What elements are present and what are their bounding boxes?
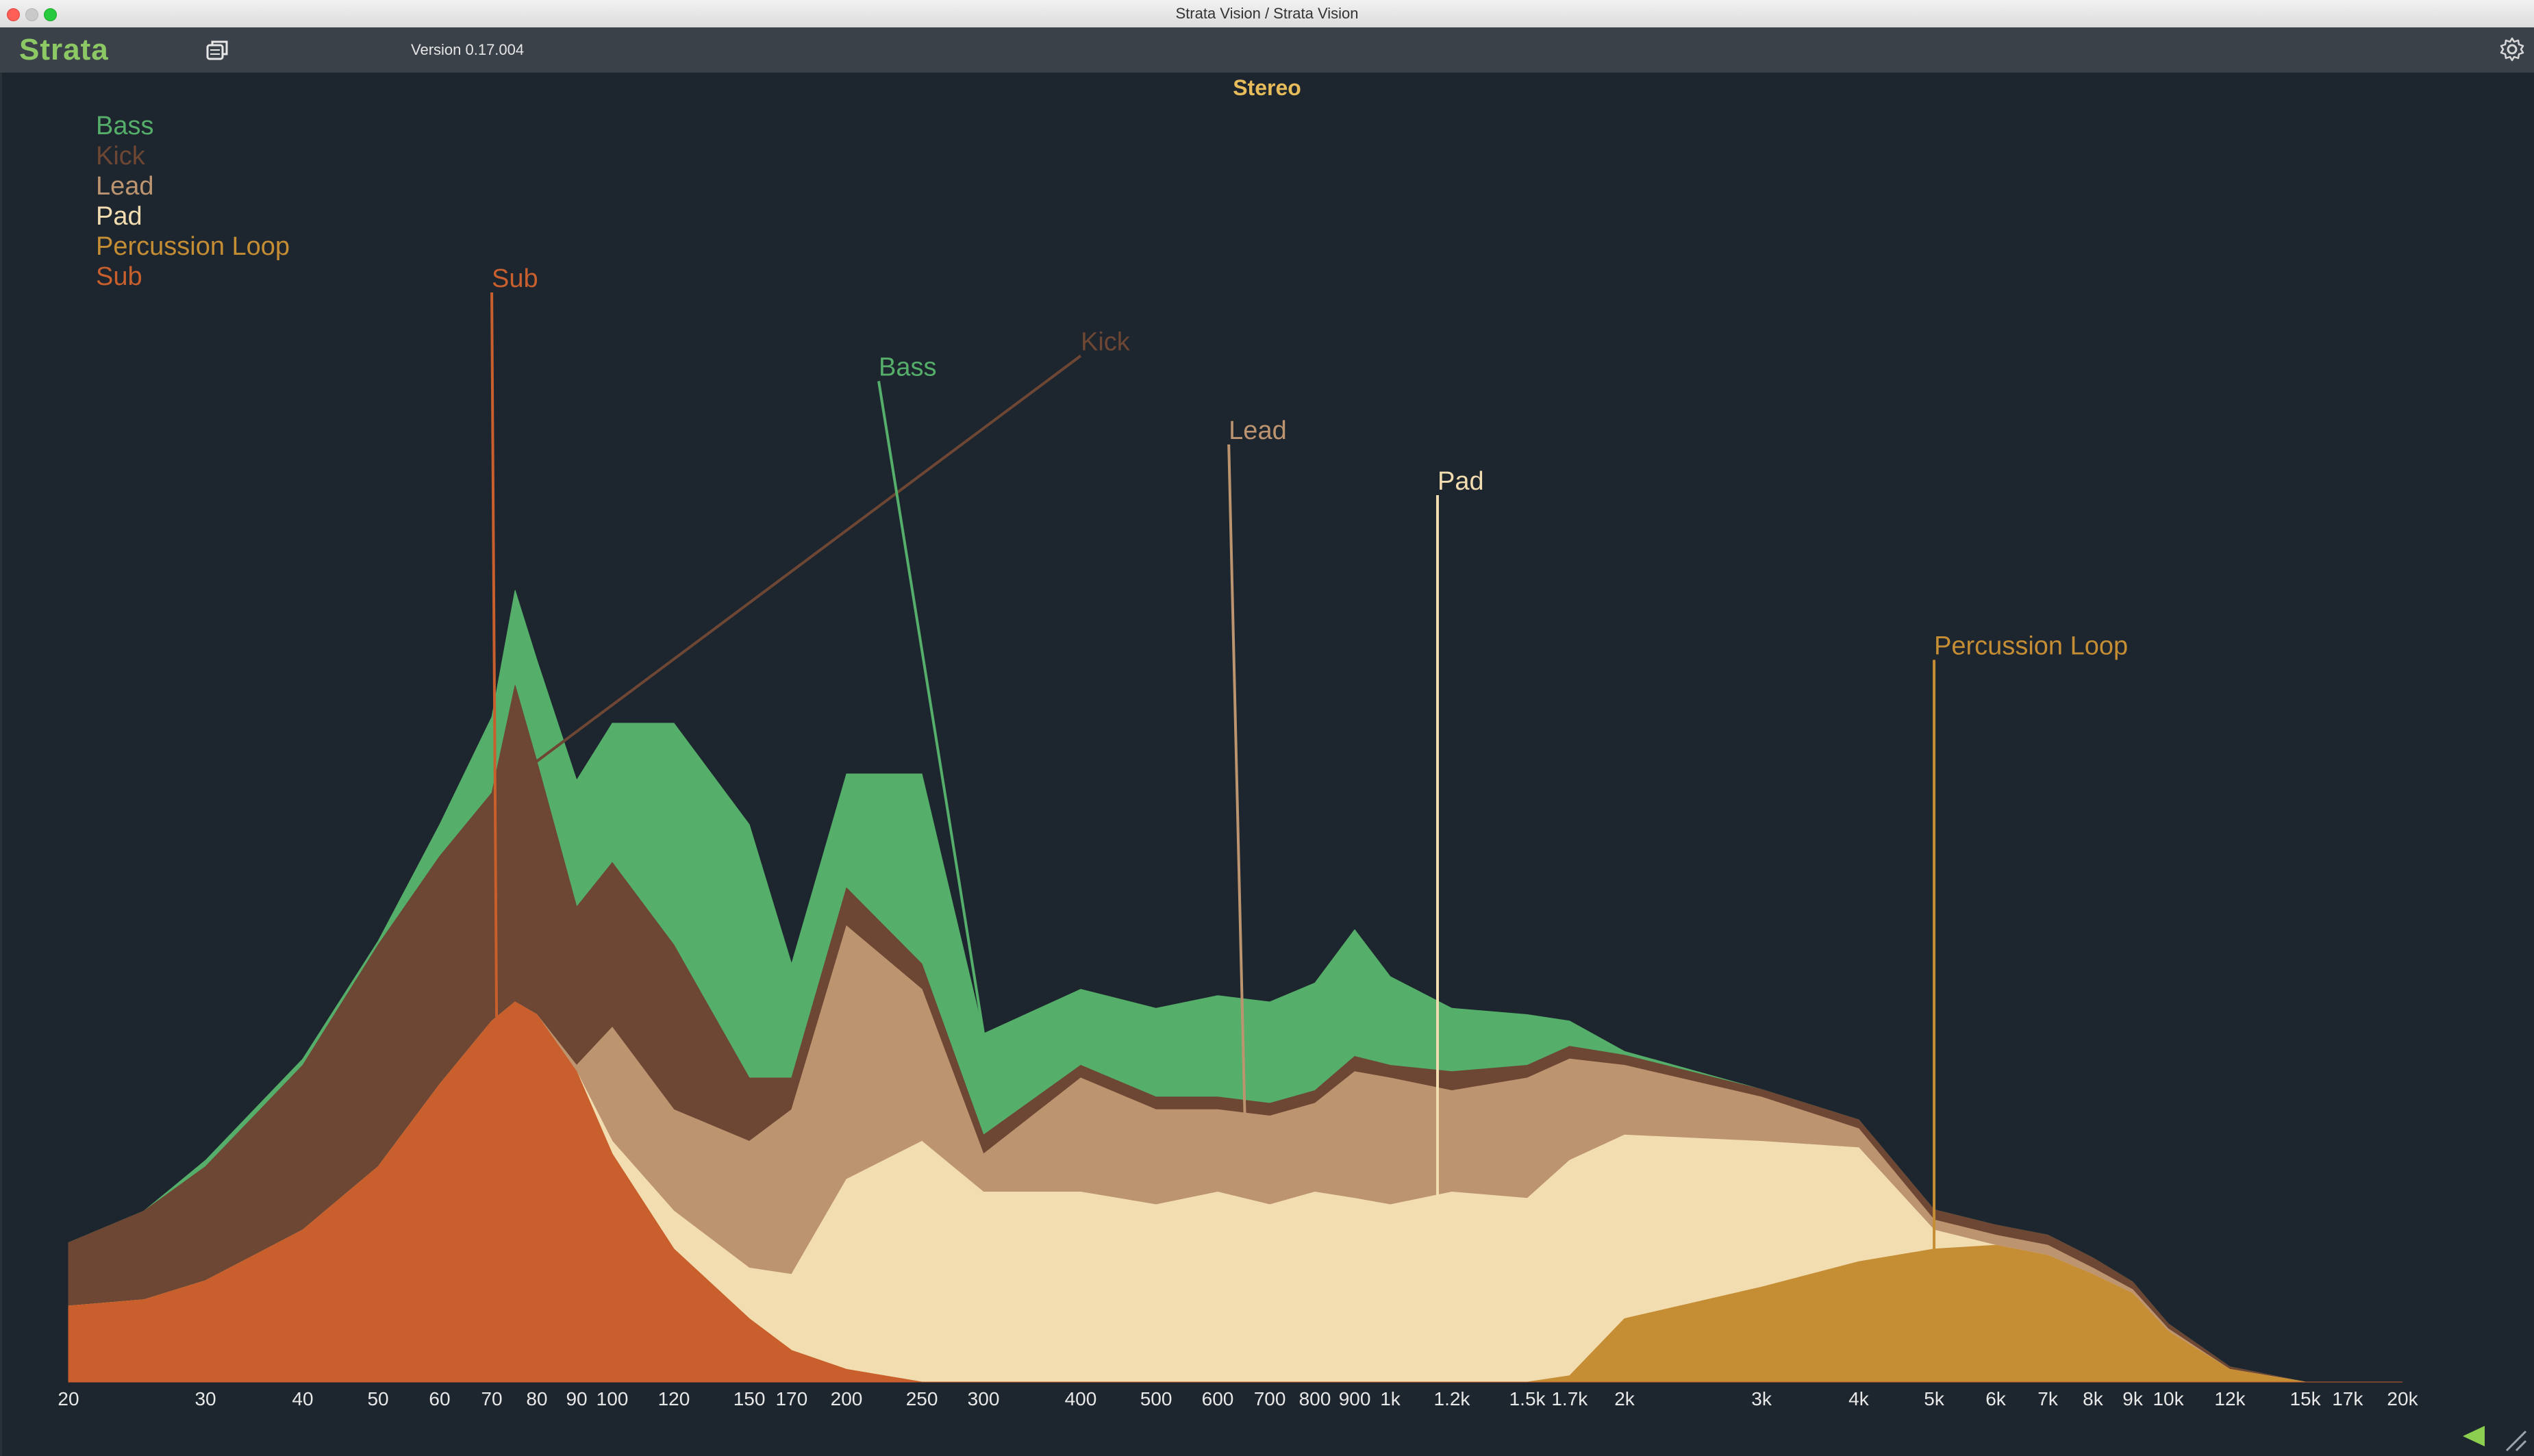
freq-tick-700: 700	[1254, 1388, 1286, 1409]
callout-line-kick	[536, 354, 1082, 763]
freq-tick-90: 90	[566, 1388, 587, 1409]
freq-tick-40: 40	[292, 1388, 313, 1409]
freq-tick-80: 80	[526, 1388, 547, 1409]
freq-tick-170: 170	[775, 1388, 807, 1409]
window-zoom-button[interactable]	[44, 8, 57, 21]
freq-tick-2k: 2k	[1614, 1388, 1635, 1409]
app-logo: Strata	[19, 33, 109, 66]
freq-tick-150: 150	[733, 1388, 766, 1409]
frequency-axis: 20 30 40 50 60 70 80 90 100 120 150 170 200 250 300 400…	[58, 1388, 2418, 1409]
channel-title[interactable]: Stereo	[1233, 75, 1301, 100]
callout-line-lead	[1227, 444, 1246, 1114]
freq-tick-7k: 7k	[2037, 1388, 2059, 1409]
freq-tick-5k: 5k	[1924, 1388, 1945, 1409]
resize-grip-icon[interactable]	[2501, 1426, 2529, 1453]
callout-label-sub[interactable]: Sub	[492, 264, 538, 293]
callout-label-percussion-loop[interactable]: Percussion Loop	[1934, 632, 2128, 661]
callout-label-kick[interactable]: Kick	[1081, 328, 1131, 357]
area-sub[interactable]	[68, 1001, 2403, 1383]
freq-tick-3k: 3k	[1751, 1388, 1772, 1409]
freq-tick-15k: 15k	[2290, 1388, 2321, 1409]
collapse-panel-button[interactable]	[2463, 1426, 2485, 1446]
freq-tick-250: 250	[906, 1388, 938, 1409]
callout-line-bass	[877, 381, 986, 1034]
freq-tick-4k: 4k	[1848, 1388, 1870, 1409]
track-legend: Bass Kick Lead Pad Percussion Loop Sub	[96, 111, 290, 292]
freq-tick-12k: 12k	[2214, 1388, 2246, 1409]
freq-tick-300: 300	[968, 1388, 1000, 1409]
freq-tick-70: 70	[481, 1388, 502, 1409]
freq-tick-1.2k: 1.2k	[1434, 1388, 1471, 1409]
copy-window-icon[interactable]	[204, 37, 231, 64]
freq-tick-400: 400	[1065, 1388, 1097, 1409]
freq-tick-200: 200	[831, 1388, 863, 1409]
legend-item-pad[interactable]: Pad	[96, 202, 142, 231]
freq-tick-60: 60	[429, 1388, 450, 1409]
freq-tick-6k: 6k	[1985, 1388, 2007, 1409]
callout-label-bass[interactable]: Bass	[879, 353, 936, 382]
legend-item-percussion-loop[interactable]: Percussion Loop	[96, 232, 290, 261]
freq-tick-500: 500	[1140, 1388, 1172, 1409]
freq-tick-8k: 8k	[2083, 1388, 2104, 1409]
legend-item-kick[interactable]: Kick	[96, 142, 145, 171]
freq-tick-17k: 17k	[2332, 1388, 2363, 1409]
freq-tick-1.5k: 1.5k	[1509, 1388, 1546, 1409]
freq-tick-20: 20	[58, 1388, 79, 1409]
freq-tick-10k: 10k	[2153, 1388, 2184, 1409]
window-close-button[interactable]	[7, 8, 20, 21]
stacked-areas	[68, 590, 2403, 1383]
callout-line-sub	[490, 292, 499, 1018]
freq-tick-50: 50	[367, 1388, 388, 1409]
gear-icon[interactable]	[2498, 36, 2526, 63]
freq-tick-800: 800	[1299, 1388, 1331, 1409]
app-toolbar: Strata Version 0.17.004	[0, 27, 2534, 73]
plot-left-border	[0, 73, 2, 1456]
callout-label-pad[interactable]: Pad	[1438, 467, 1484, 496]
legend-item-lead[interactable]: Lead	[96, 172, 154, 201]
callout-label-lead[interactable]: Lead	[1229, 416, 1287, 445]
freq-tick-1k: 1k	[1380, 1388, 1401, 1409]
freq-tick-900: 900	[1339, 1388, 1371, 1409]
window-title: Strata Vision / Strata Vision	[1175, 5, 1359, 22]
legend-item-bass[interactable]: Bass	[96, 112, 154, 140]
window-titlebar: Strata Vision / Strata Vision	[0, 0, 2534, 28]
freq-tick-100: 100	[597, 1388, 629, 1409]
track-callouts: Sub Percussion Loop Pad Lead Kick Bass	[490, 264, 2128, 1249]
legend-item-sub[interactable]: Sub	[96, 262, 142, 291]
freq-tick-600: 600	[1202, 1388, 1234, 1409]
freq-tick-120: 120	[658, 1388, 690, 1409]
window-minimize-button[interactable]	[25, 8, 38, 21]
freq-tick-30: 30	[195, 1388, 216, 1409]
freq-tick-20k: 20k	[2387, 1388, 2418, 1409]
version-label: Version 0.17.004	[411, 41, 525, 58]
freq-tick-9k: 9k	[2122, 1388, 2144, 1409]
freq-tick-1.7k: 1.7k	[1551, 1388, 1588, 1409]
